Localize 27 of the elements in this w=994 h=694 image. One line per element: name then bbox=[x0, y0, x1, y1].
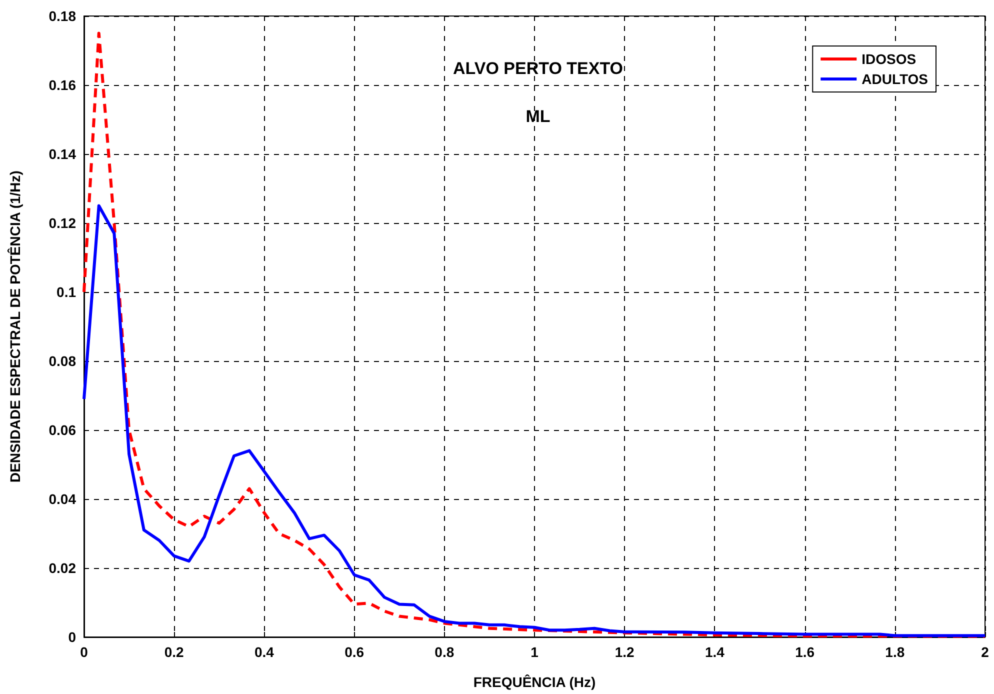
y-tick-label: 0.02 bbox=[48, 560, 76, 576]
y-tick-label: 0.18 bbox=[48, 8, 76, 24]
x-tick-label: 1.8 bbox=[885, 644, 905, 660]
legend-label: IDOSOS bbox=[862, 51, 916, 67]
x-tick-label: 0.6 bbox=[344, 644, 364, 660]
x-tick-label: 0.2 bbox=[164, 644, 184, 660]
y-tick-label: 0.04 bbox=[48, 491, 76, 507]
y-tick-label: 0.12 bbox=[48, 215, 76, 231]
x-tick-label: 0.8 bbox=[434, 644, 454, 660]
x-tick-label: 1 bbox=[530, 644, 539, 660]
y-axis-title: DENSIDADE ESPECTRAL DE POTÊNCIA (1/Hz) bbox=[7, 170, 23, 482]
y-tick-label: 0.08 bbox=[48, 353, 76, 369]
x-tick-label: 1.6 bbox=[795, 644, 815, 660]
y-tick-label: 0.1 bbox=[56, 284, 76, 300]
y-tick-label: 0 bbox=[68, 629, 76, 645]
y-tick-label: 0.06 bbox=[48, 422, 76, 438]
text: ML bbox=[526, 107, 550, 126]
x-tick-label: 2 bbox=[981, 644, 990, 660]
x-axis-title: FREQUÊNCIA (Hz) bbox=[473, 674, 596, 690]
y-tick-label: 0.16 bbox=[48, 77, 76, 93]
x-tick-label: 1.4 bbox=[704, 644, 725, 660]
y-tick-label: 0.14 bbox=[48, 146, 76, 162]
legend-label: ADULTOS bbox=[862, 71, 928, 87]
x-tick-label: 1.2 bbox=[614, 644, 635, 660]
x-tick-label: 0.4 bbox=[254, 644, 274, 660]
text: ALVO PERTO TEXTO bbox=[452, 59, 624, 78]
x-tick-label: 0 bbox=[80, 644, 88, 660]
